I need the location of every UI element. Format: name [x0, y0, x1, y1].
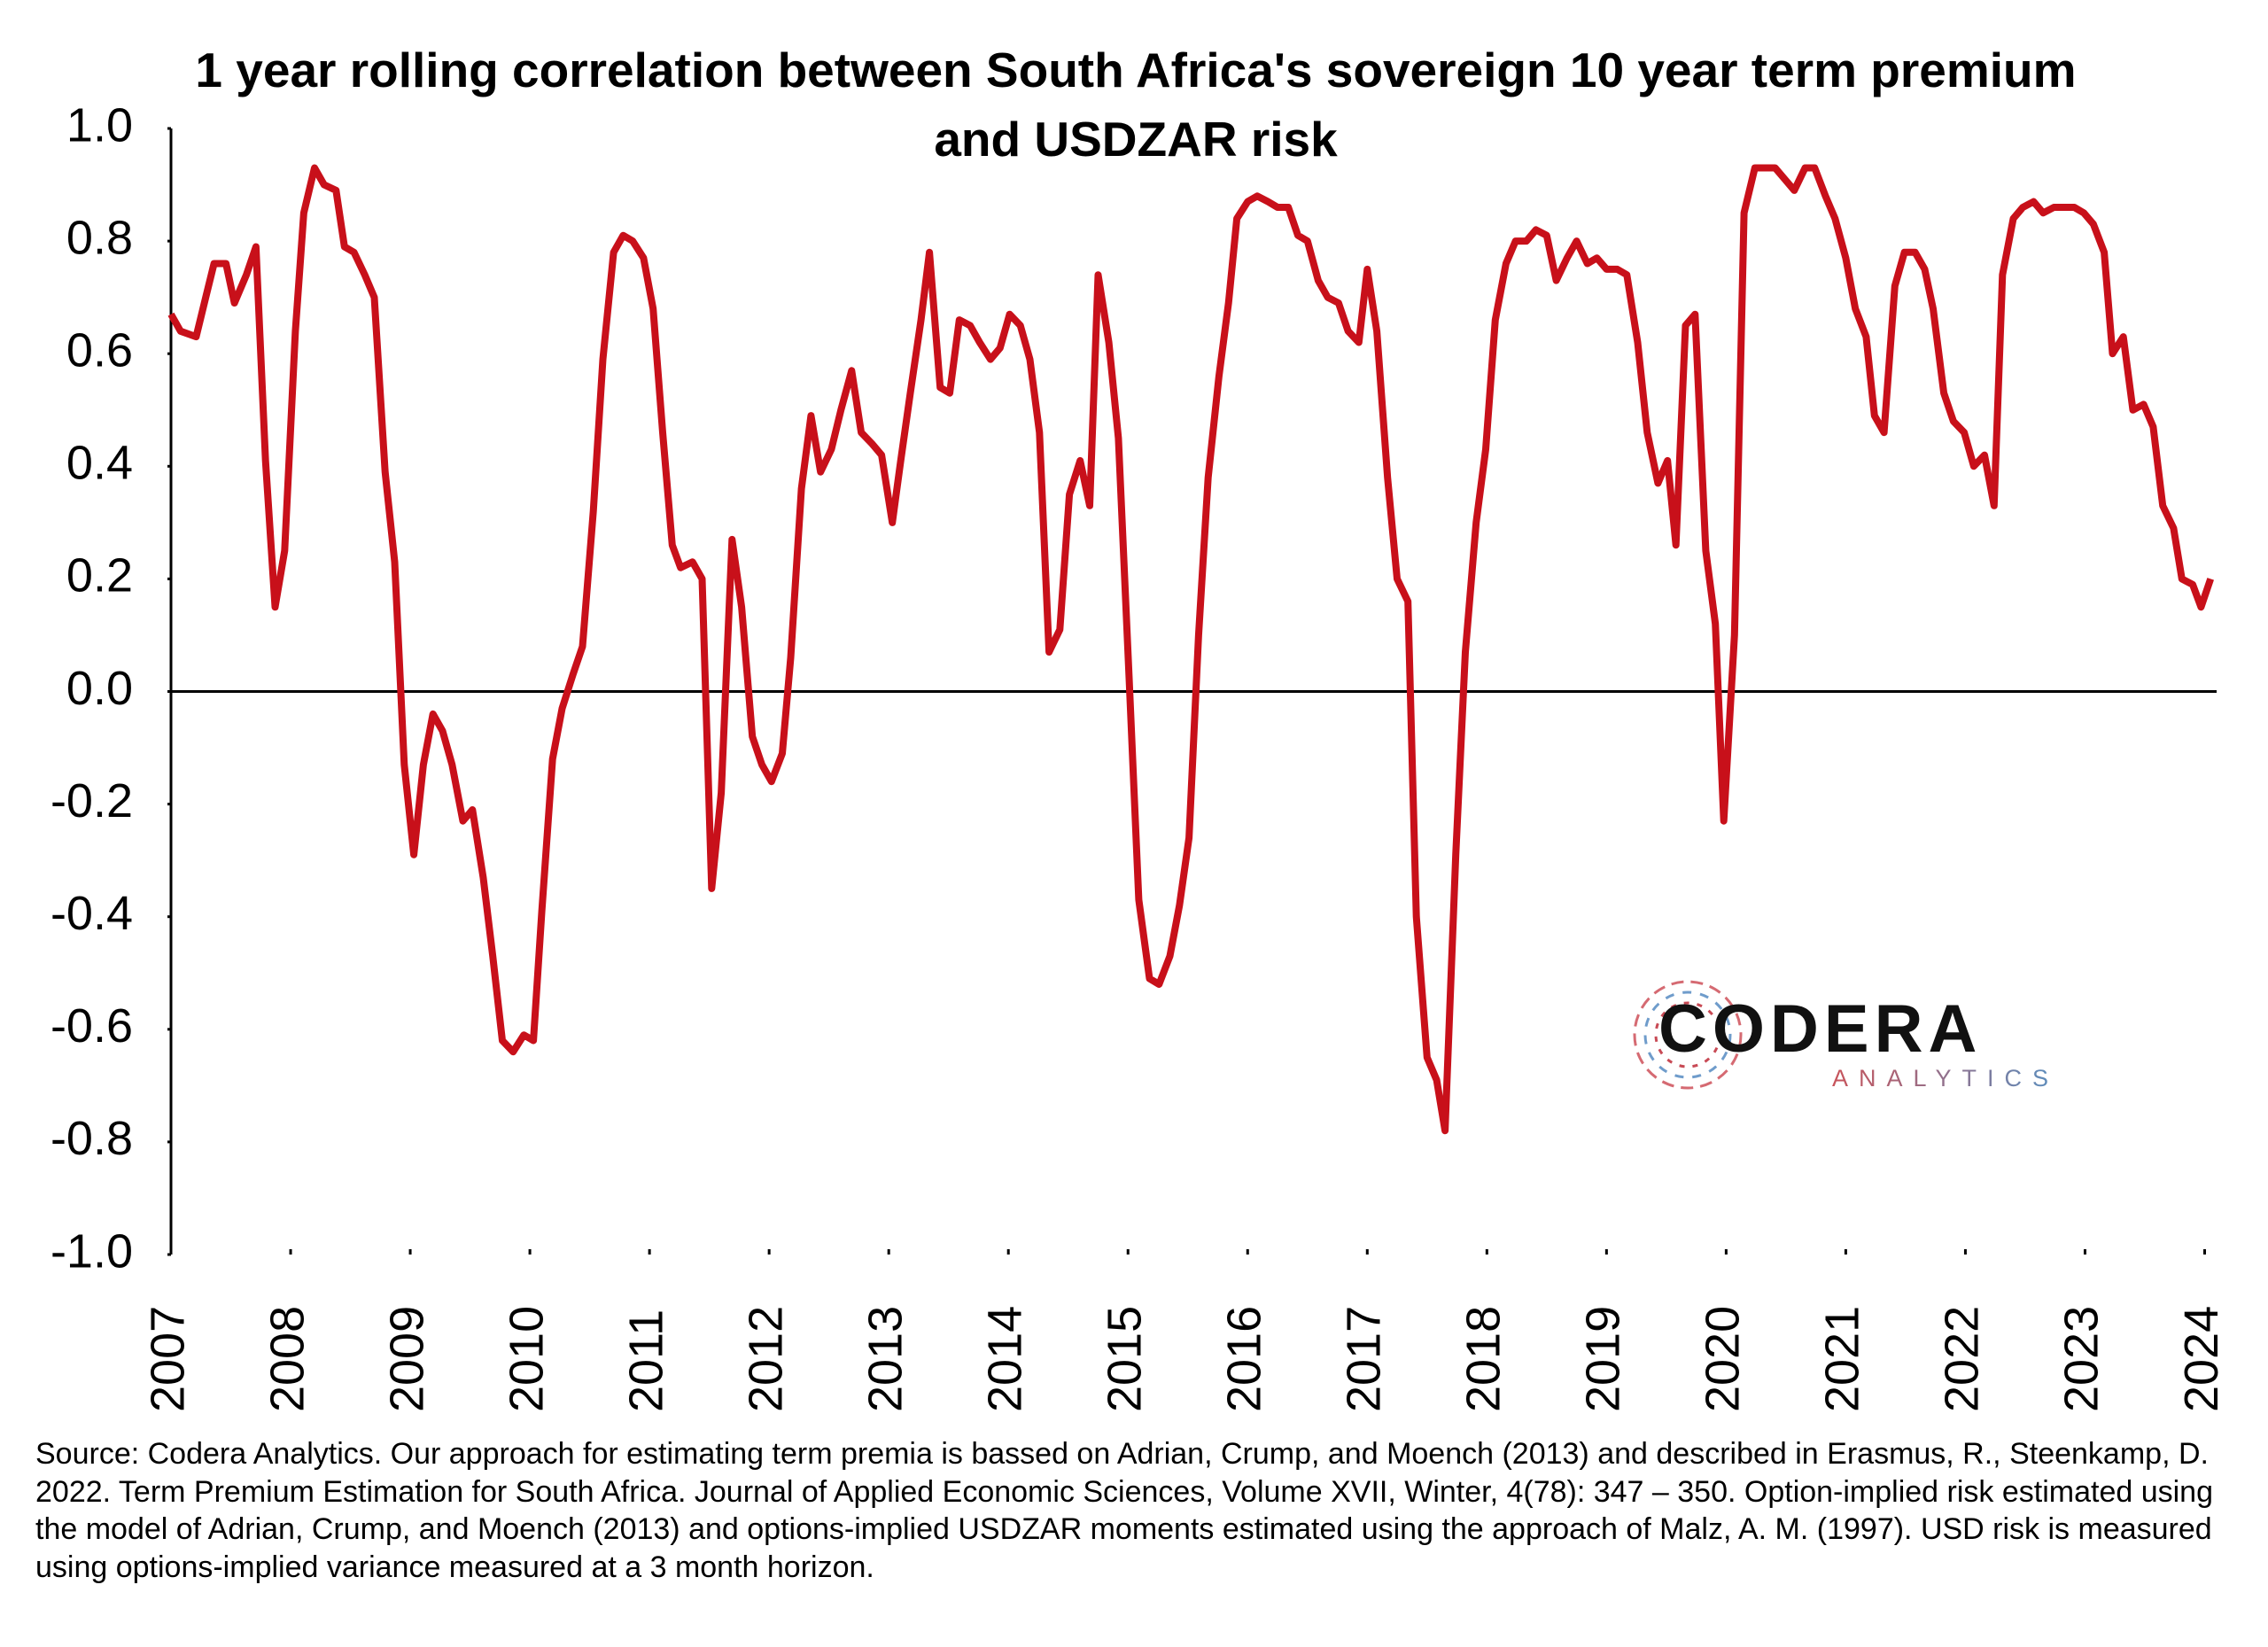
- data-line: [167, 164, 2214, 1135]
- source-note: Source: Codera Analytics. Our approach f…: [35, 1437, 2213, 1584]
- chart-title: 1 year rolling correlation between South…: [195, 43, 2077, 167]
- y-tick-label: 1.0: [66, 98, 133, 151]
- y-tick-label: 0.0: [66, 662, 133, 715]
- y-tick-label: 0.6: [66, 323, 133, 377]
- x-tick-label: 2013: [858, 1306, 912, 1412]
- logo-name: CODERA: [1658, 991, 1983, 1067]
- x-tick-label: 2014: [978, 1306, 1031, 1412]
- logo-icon: [1633, 980, 1743, 1090]
- y-tick-label: 0.4: [66, 437, 133, 490]
- x-tick-label: 2015: [1098, 1306, 1151, 1412]
- x-tick-label: 2009: [380, 1306, 433, 1412]
- y-tick-label: 0.2: [66, 549, 133, 602]
- x-tick-label: 2024: [2175, 1306, 2228, 1412]
- y-tick-label: -1.0: [50, 1224, 133, 1278]
- y-tick-label: -0.6: [50, 999, 133, 1053]
- x-tick-label: 2022: [1936, 1306, 1989, 1412]
- x-tick-label: 2018: [1457, 1306, 1511, 1412]
- y-tick-label: -0.8: [50, 1112, 133, 1165]
- x-tick-label: 2023: [2055, 1306, 2109, 1412]
- logo-ring: [1654, 1001, 1721, 1068]
- x-tick-label: 2010: [500, 1306, 553, 1412]
- y-tick-label: 0.8: [66, 211, 133, 264]
- logo-ring: [1643, 991, 1732, 1079]
- x-tick-label: 2019: [1577, 1306, 1630, 1412]
- x-tick-label: 2021: [1816, 1306, 1869, 1412]
- logo-tagline: ANALYTICS: [1832, 1065, 2060, 1092]
- logo-ring: [1633, 980, 1743, 1090]
- x-tick-label: 2012: [739, 1306, 792, 1412]
- x-tick-label: 2007: [141, 1306, 194, 1412]
- x-tick-label: 2020: [1697, 1306, 1750, 1412]
- x-tick-label: 2008: [260, 1306, 314, 1412]
- x-tick-label: 2016: [1218, 1306, 1271, 1412]
- x-tick-label: 2011: [619, 1309, 672, 1412]
- x-tick-label: 2017: [1338, 1306, 1391, 1412]
- y-tick-label: -0.4: [50, 887, 133, 940]
- y-tick-label: -0.2: [50, 774, 133, 827]
